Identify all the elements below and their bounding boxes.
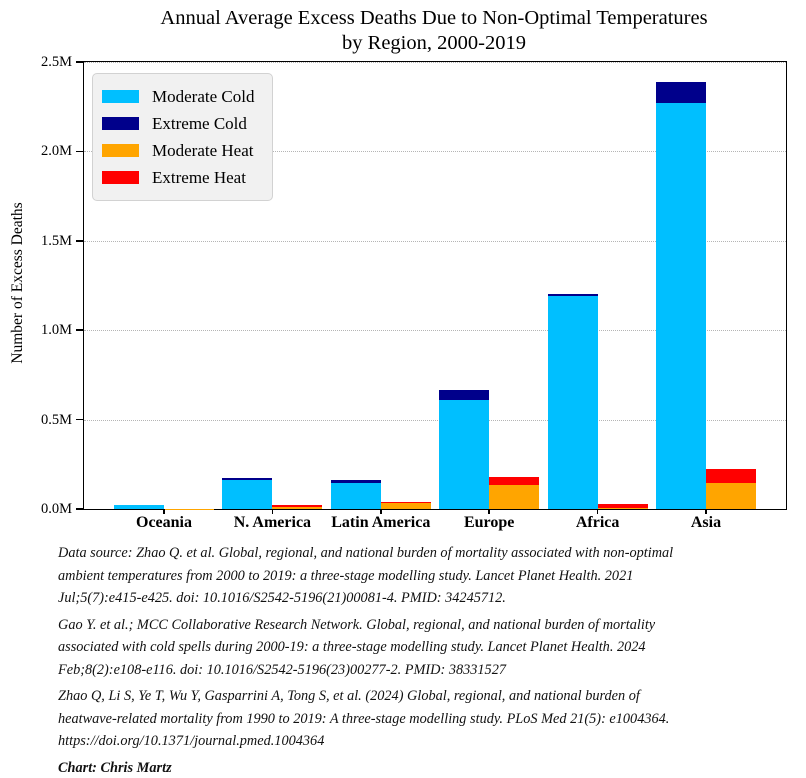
y-tick-label: 2.5M: [40, 54, 72, 70]
legend-label: Moderate Cold: [152, 86, 255, 106]
x-tick-mark: [488, 509, 490, 514]
y-tick-label: 1.5M: [40, 232, 72, 249]
n-america-heat-bar: [272, 504, 323, 509]
chart-legend: Moderate Cold Extreme Cold Moderate Heat Ex…: [92, 73, 274, 201]
chart-title-line1: Annual Average Excess Deaths Due to Non-…: [160, 7, 708, 29]
europe-heat-bar: [489, 476, 540, 509]
legend-item-moderate-cold: Moderate Cold: [102, 83, 254, 110]
y-tick-label: 2.0M: [40, 143, 72, 160]
citation-zhao-2024: Zhao Q, Li S, Ye T, Wu Y, Gasparrini A, …: [58, 688, 670, 749]
bar-segment-moderate-heat: [489, 484, 540, 509]
footer: Data source: Zhao Q. et al. Global, regi…: [58, 542, 800, 778]
gridline-2.5M: [84, 62, 786, 63]
chart-title: Annual Average Excess Deaths Due to Non-…: [83, 6, 785, 56]
legend-swatch-icon: [102, 171, 139, 184]
x-tick-label-africa: Africa: [575, 514, 620, 531]
n-america-cold-bar: [222, 477, 273, 509]
y-tick-mark: [75, 150, 83, 153]
citation-zhao-2021: Data source: Zhao Q. et al. Global, regi…: [58, 545, 674, 606]
bar-segment-extreme-heat: [272, 504, 323, 507]
bar-segment-extreme-cold: [222, 477, 273, 480]
latin-america-cold-bar: [330, 479, 381, 509]
y-tick-label: 0.5M: [40, 411, 72, 428]
bar-segment-extreme-heat: [706, 468, 756, 484]
plot-area: Moderate Cold Extreme Cold Moderate Heat Ex…: [41, 54, 787, 531]
x-tick-mark: [271, 509, 274, 514]
bar-segment-extreme-cold: [439, 390, 490, 401]
gridline-1.0M: [84, 330, 786, 332]
legend-item-moderate-heat: Moderate Heat: [102, 137, 254, 164]
x-tick-label-latin-america: Latin America: [331, 514, 431, 531]
y-tick-mark: [75, 329, 83, 331]
bar-segment-extreme-heat: [597, 503, 648, 508]
y-tick-label: 1.0M: [40, 322, 72, 339]
legend-swatch-icon: [102, 117, 139, 130]
bar-segment-moderate-cold: [330, 482, 381, 509]
y-axis-label: Number of Excess Deaths: [9, 202, 26, 364]
citation-gao-2024: Gao Y. et al.; MCC Collaborative Researc…: [58, 616, 656, 678]
bar-segment-moderate-cold: [656, 103, 706, 509]
x-tick-mark: [163, 509, 165, 514]
x-tick-label-n-america: N. America: [233, 514, 312, 531]
legend-swatch-icon: [102, 144, 139, 157]
gridline-1.5M: [84, 240, 786, 242]
africa-cold-bar: [547, 294, 598, 509]
x-tick-mark: [380, 509, 382, 514]
bar-segment-extreme-cold: [547, 294, 598, 297]
x-tick-mark: [596, 509, 599, 514]
bar-segment-extreme-cold: [656, 81, 706, 104]
legend-item-extreme-cold: Extreme Cold: [102, 110, 254, 137]
x-tick-label-europe: Europe: [463, 514, 515, 531]
bar-segment-moderate-cold: [547, 296, 598, 509]
chart-title-line2: by Region, 2000-2019: [342, 32, 526, 54]
gridline-2.0M: [84, 151, 786, 153]
legend-swatch-icon: [102, 90, 139, 103]
chart-credit: Chart: Chris Martz: [58, 759, 172, 776]
africa-heat-bar: [597, 503, 648, 509]
bar-segment-moderate-heat: [272, 506, 323, 509]
y-tick-mark: [75, 508, 83, 510]
bar-segment-extreme-cold: [330, 479, 381, 483]
oceania-cold-bar: [114, 505, 164, 509]
y-tick-mark: [75, 61, 83, 63]
latin-america-heat-bar: [380, 502, 431, 509]
bar-segment-moderate-heat: [380, 502, 431, 509]
bar-segment-moderate-heat: [597, 507, 648, 509]
x-tick-label-asia: Asia: [690, 514, 722, 531]
gridline-0.5M: [84, 419, 786, 421]
x-tick-mark: [705, 509, 707, 514]
legend-label: Moderate Heat: [152, 140, 254, 160]
bar-segment-moderate-cold: [114, 505, 164, 509]
legend-item-extreme-heat: Extreme Heat: [102, 164, 254, 191]
bar-segment-extreme-heat: [380, 502, 431, 503]
legend-label: Extreme Heat: [152, 167, 246, 187]
bar-segment-moderate-heat: [706, 483, 756, 509]
y-tick-label: 0.0M: [40, 501, 72, 517]
asia-cold-bar: [656, 81, 706, 509]
bar-segment-extreme-heat: [489, 476, 540, 485]
y-tick-mark: [75, 418, 83, 421]
bar-segment-moderate-cold: [439, 400, 490, 509]
x-tick-label-oceania: Oceania: [136, 514, 192, 531]
bar-segment-moderate-cold: [222, 479, 273, 509]
legend-label: Extreme Cold: [152, 113, 247, 133]
y-tick-mark: [75, 240, 83, 242]
europe-cold-bar: [439, 390, 490, 509]
asia-heat-bar: [706, 468, 756, 509]
